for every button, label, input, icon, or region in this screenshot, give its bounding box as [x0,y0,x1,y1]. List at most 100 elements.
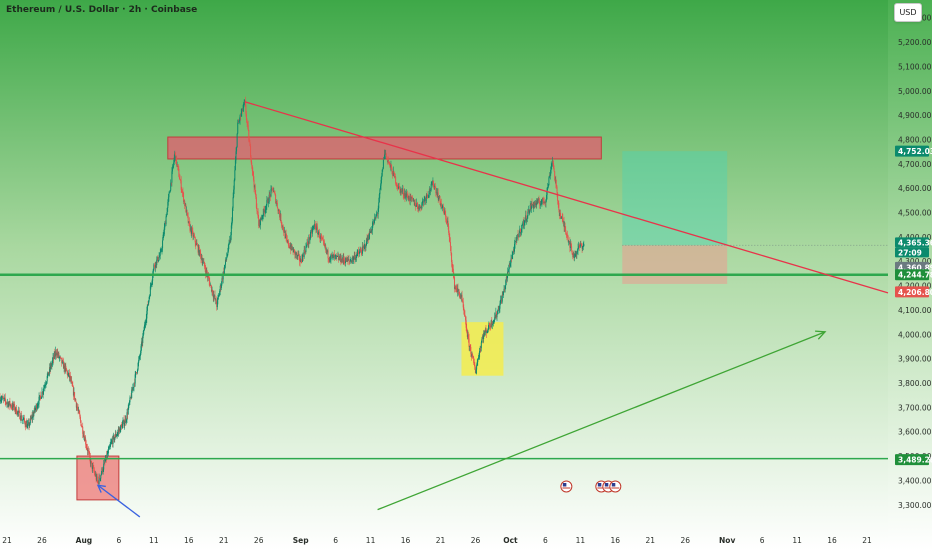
candle-body-732 [426,193,428,199]
candle-body-180 [104,461,106,462]
candle-body-582 [338,257,340,260]
candle-body-731 [425,198,427,202]
candle-body-467 [271,187,273,189]
candle-body-431 [250,157,252,163]
candle-body-272 [157,260,159,262]
candle-body-183 [106,455,108,459]
candle-body-589 [342,256,344,261]
candle-body-902 [525,215,527,221]
candle-body-666 [387,161,389,162]
candle-body-755 [439,195,441,202]
candle-body-303 [176,156,178,165]
candle-body-412 [239,115,241,121]
candle-body-685 [398,186,400,188]
candle-body-936 [544,202,546,204]
flag-canton [604,482,609,487]
candle-body-362 [210,284,212,286]
candle-body-254 [147,304,149,306]
candle-body-442 [257,211,259,213]
candle-body-313 [181,191,183,193]
candle-body-925 [538,199,540,203]
candle-body-506 [294,250,296,255]
candle-body-660 [384,149,386,160]
candle-body-935 [544,201,546,203]
candle-body-855 [497,308,499,311]
candle-body-264 [153,264,155,270]
candle-body-57 [32,414,34,417]
candle-body-335 [194,237,196,243]
candle-body-847 [493,320,495,324]
candle-body-212 [123,419,125,422]
candle-body-877 [510,258,512,264]
candle-body-756 [440,201,442,206]
price-label-box [895,247,929,258]
candle-body-294 [170,182,172,184]
candle-body-82 [47,371,49,377]
candle-body-103 [59,356,61,358]
candle-body-124 [71,382,73,386]
candle-body-397 [230,225,232,236]
candle-body-829 [482,336,484,340]
candle-body-302 [175,156,177,161]
candle-body-219 [127,412,129,415]
candle-body-831 [483,333,485,335]
candle-body-645 [375,215,377,219]
candle-body-762 [443,210,445,215]
candle-body-746 [434,186,436,187]
candle-body-227 [131,389,133,391]
candle-body-873 [508,269,510,273]
candle-body-728 [423,198,425,203]
candle-body-266 [154,266,156,268]
candle-body-135 [78,410,80,412]
candle-body-454 [264,210,266,213]
candle-body-539 [313,224,315,227]
candle-body-39 [22,419,24,421]
candle-body-496 [288,245,290,247]
candle-body-81 [46,376,48,382]
candle-body-915 [532,204,534,208]
candle-body-667 [388,161,390,163]
candle-body-357 [207,276,209,278]
candle-body-185 [107,453,109,455]
candle-body-414 [240,112,242,117]
candle-body-708 [412,197,414,199]
x-tick-label-7: 26 [254,536,264,545]
candle-body-735 [427,195,429,197]
candle-body-930 [541,200,543,203]
candle-body-498 [289,246,291,249]
candle-body-123 [71,380,73,383]
candle-body-208 [120,425,122,427]
candle-body-518 [301,261,303,263]
candle-body-623 [362,246,364,248]
candle-body-119 [68,372,70,378]
candle-body-111 [64,364,66,371]
candle-body-44 [25,424,27,427]
candle-body-241 [139,353,141,356]
candle-body-252 [146,310,148,319]
candle-body-8 [4,397,6,399]
candle-body-583 [339,257,341,260]
candle-body-49 [28,422,30,425]
candle-body-502 [292,248,294,250]
candle-body-168 [97,480,99,483]
candle-body-540 [314,223,316,225]
x-tick-label-6: 21 [219,536,229,545]
candle-body-968 [563,221,565,228]
candle-body-1002 [583,244,585,247]
candle-body-982 [571,250,573,255]
price-label-target: 4,752.03 [895,145,932,157]
candle-body-494 [287,240,289,242]
candle-body-571 [332,254,334,256]
candle-body-4 [1,396,3,399]
candle-body-931 [541,197,543,201]
candle-body-117 [67,373,69,376]
event-marker-0 [560,480,573,493]
currency-button[interactable]: USD [894,3,922,22]
candle-body-353 [205,269,207,274]
candle-body-713 [414,202,416,207]
candle-body-629 [366,238,368,246]
candle-body-933 [543,200,545,204]
candle-body-951 [553,168,555,172]
